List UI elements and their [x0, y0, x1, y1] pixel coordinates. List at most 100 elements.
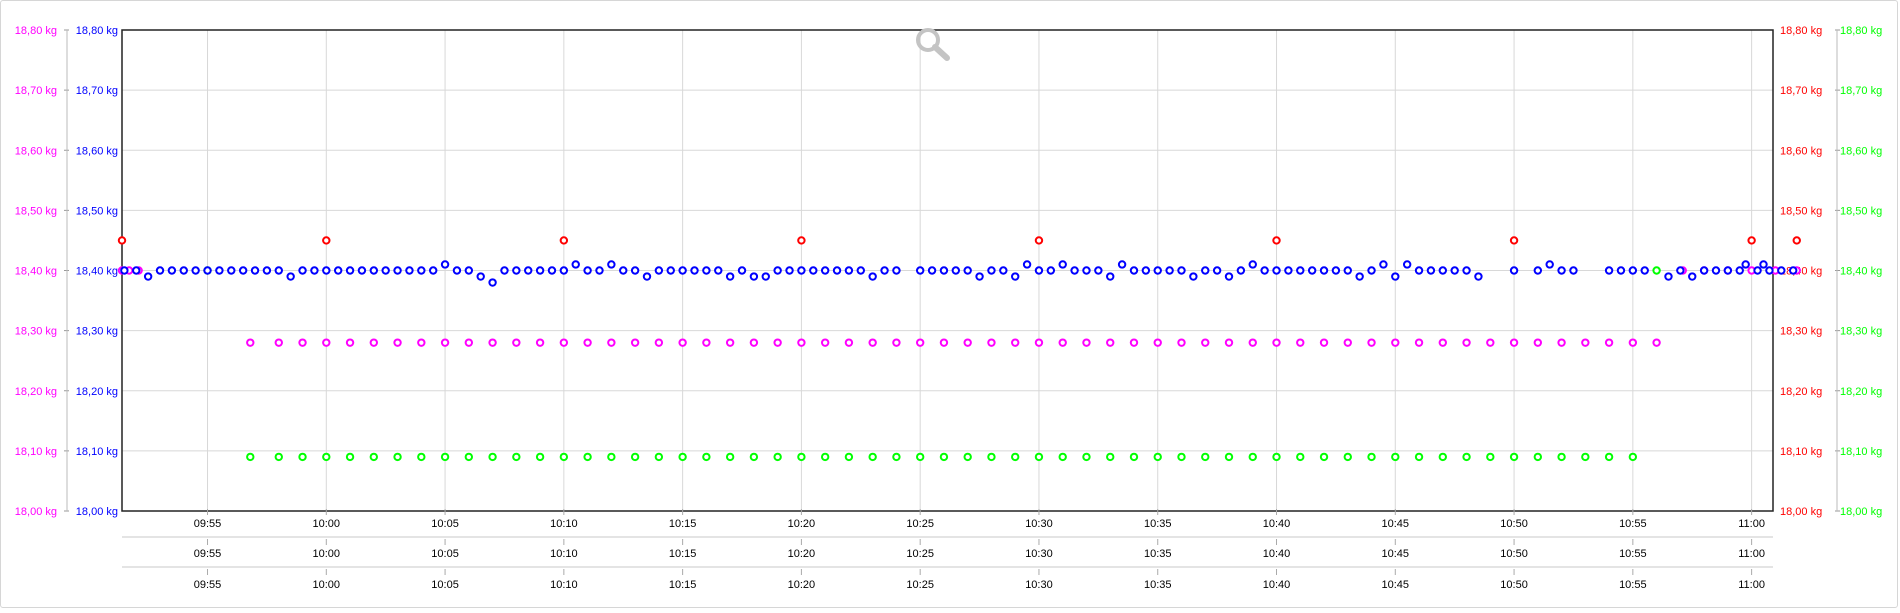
data-point	[203, 266, 212, 275]
data-point	[702, 266, 711, 275]
data-point	[987, 452, 996, 462]
data-point	[820, 266, 830, 275]
x-tick-label: 09:55	[194, 548, 222, 560]
data-point	[1201, 452, 1210, 462]
data-point	[844, 338, 854, 347]
y-tick-label: 18,30 kg	[1840, 326, 1882, 338]
x-tick-label: 09:55	[194, 518, 222, 530]
y-tick-label: 18,60 kg	[15, 145, 57, 157]
data-point	[1628, 452, 1638, 462]
data-point	[1070, 266, 1079, 275]
data-point	[1224, 452, 1234, 462]
data-point	[1367, 452, 1376, 462]
x-tick-label: 10:20	[788, 579, 816, 591]
data-point	[250, 266, 260, 275]
data-point	[607, 452, 616, 462]
data-point	[1486, 338, 1495, 347]
zoom-icon[interactable]	[913, 25, 953, 65]
data-point	[440, 260, 450, 269]
data-point	[1509, 266, 1519, 275]
data-point	[1509, 236, 1519, 245]
data-point	[1604, 338, 1614, 347]
y-tick-label: 18,40 kg	[76, 266, 118, 278]
data-point	[975, 272, 984, 281]
data-point	[678, 266, 687, 275]
data-point	[215, 266, 224, 275]
data-point	[702, 338, 711, 347]
data-point	[1747, 236, 1756, 245]
y-tick-label: 18,40 kg	[1840, 266, 1882, 278]
data-point	[702, 452, 711, 462]
data-point	[583, 452, 592, 462]
data-point	[619, 266, 628, 275]
data-point	[393, 338, 402, 347]
data-point	[1711, 266, 1721, 275]
data-point	[1272, 236, 1281, 245]
x-tick-label: 10:10	[550, 548, 578, 560]
data-point	[1153, 266, 1162, 275]
data-point	[1438, 266, 1448, 275]
data-point	[405, 266, 414, 275]
data-point	[856, 266, 865, 275]
data-point	[357, 266, 367, 275]
data-point	[1604, 452, 1614, 462]
data-point	[322, 338, 331, 347]
data-point	[559, 338, 569, 347]
y-tick-label: 18,70 kg	[76, 85, 118, 97]
data-point	[1652, 338, 1661, 347]
data-point	[1153, 338, 1162, 347]
y-tick-label: 18,40 kg	[15, 266, 57, 278]
data-point	[1177, 452, 1186, 462]
data-point	[298, 452, 307, 462]
data-point	[1319, 452, 1329, 462]
data-point	[1569, 266, 1578, 275]
data-point	[1117, 260, 1127, 269]
y-tick-label: 18,60 kg	[1840, 145, 1882, 157]
data-point	[167, 266, 177, 275]
x-tick-label: 10:35	[1144, 548, 1172, 560]
data-point	[1272, 266, 1281, 275]
data-point	[1699, 266, 1709, 275]
x-tick-label: 10:30	[1025, 548, 1053, 560]
data-point	[880, 266, 889, 275]
data-point	[939, 452, 949, 462]
data-point	[1741, 260, 1750, 269]
data-point	[1557, 452, 1566, 462]
data-point	[725, 452, 735, 462]
x-tick-label: 10:50	[1500, 518, 1528, 530]
data-point	[963, 338, 972, 347]
data-point	[1414, 452, 1424, 462]
y-tick-label: 18,50 kg	[1780, 205, 1822, 217]
data-point	[1426, 266, 1436, 275]
data-point	[1765, 266, 1774, 275]
x-tick-label: 10:35	[1144, 518, 1172, 530]
x-tick-label: 10:40	[1263, 518, 1291, 530]
data-point	[1022, 260, 1032, 269]
data-point	[1777, 266, 1786, 275]
data-point	[1509, 338, 1519, 347]
data-point	[915, 452, 925, 462]
data-point	[1272, 338, 1281, 347]
data-point	[1284, 266, 1293, 275]
data-point	[155, 266, 165, 275]
data-point	[1581, 452, 1590, 462]
y-tick-label: 18,00 kg	[1780, 506, 1822, 518]
data-point	[1735, 266, 1744, 275]
data-point	[1331, 266, 1341, 275]
data-point	[1343, 452, 1352, 462]
data-point	[345, 452, 355, 462]
data-point	[345, 266, 355, 275]
data-point	[179, 266, 188, 275]
data-point	[274, 338, 283, 347]
data-point	[820, 452, 830, 462]
data-point	[1414, 338, 1424, 347]
data-point	[666, 266, 675, 275]
data-point	[393, 452, 402, 462]
data-point	[939, 338, 949, 347]
data-point	[238, 266, 248, 275]
data-point	[1082, 266, 1091, 275]
data-point	[749, 452, 759, 462]
data-point	[1129, 266, 1139, 275]
data-point	[1450, 266, 1459, 275]
data-point	[1011, 272, 1020, 281]
